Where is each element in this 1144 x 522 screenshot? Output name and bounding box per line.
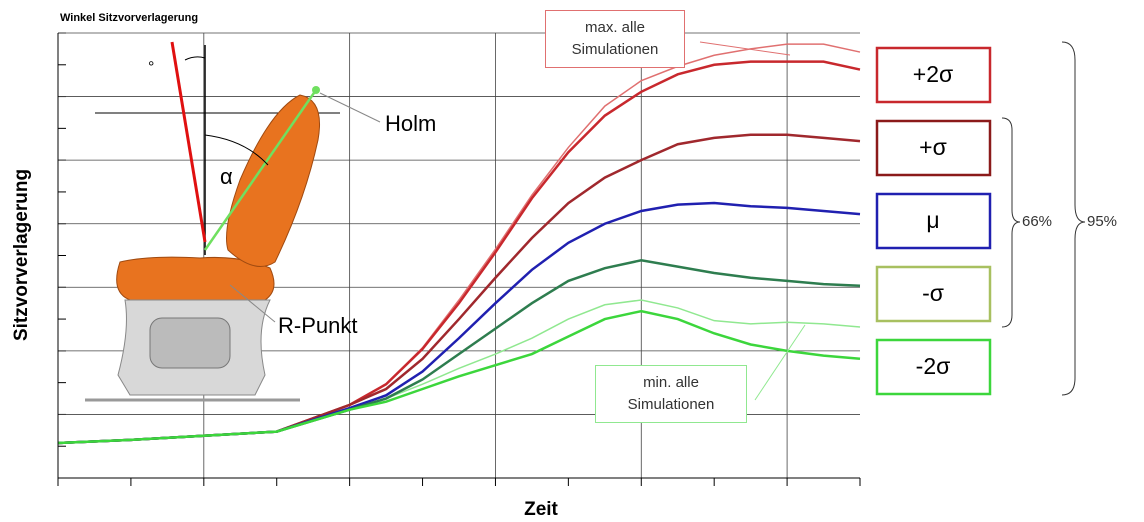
holm-label: Holm — [385, 111, 436, 136]
bracket-95 — [1062, 42, 1085, 395]
legend-label: +2σ — [913, 61, 953, 87]
min-annotation: min. alle Simulationen — [595, 365, 747, 423]
seat-base-opening — [150, 318, 230, 368]
page: ° α Holm R-Punkt Winkel Sitzvorverlageru… — [0, 0, 1144, 522]
holm-point — [312, 86, 320, 94]
legend-label: -σ — [922, 280, 944, 306]
degree-label: ° — [148, 59, 154, 76]
x-axis-label: Zeit — [524, 499, 558, 520]
legend-label: +σ — [919, 134, 947, 160]
bracket-label: 95% — [1087, 213, 1117, 230]
alpha-label: α — [220, 164, 233, 189]
chart: ° α Holm R-Punkt Winkel Sitzvorverlageru… — [0, 0, 1144, 522]
r-punkt-label: R-Punkt — [278, 313, 357, 338]
legend-label: μ — [926, 207, 939, 233]
y-axis-label: Sitzvorverlagerung — [11, 169, 32, 341]
chart-title: Winkel Sitzvorverlagerung — [60, 12, 198, 24]
max-annotation: max. alle Simulationen — [545, 10, 685, 68]
bracket-66 — [1002, 118, 1020, 327]
legend-label: -2σ — [916, 353, 951, 379]
bracket-label: 66% — [1022, 213, 1052, 230]
